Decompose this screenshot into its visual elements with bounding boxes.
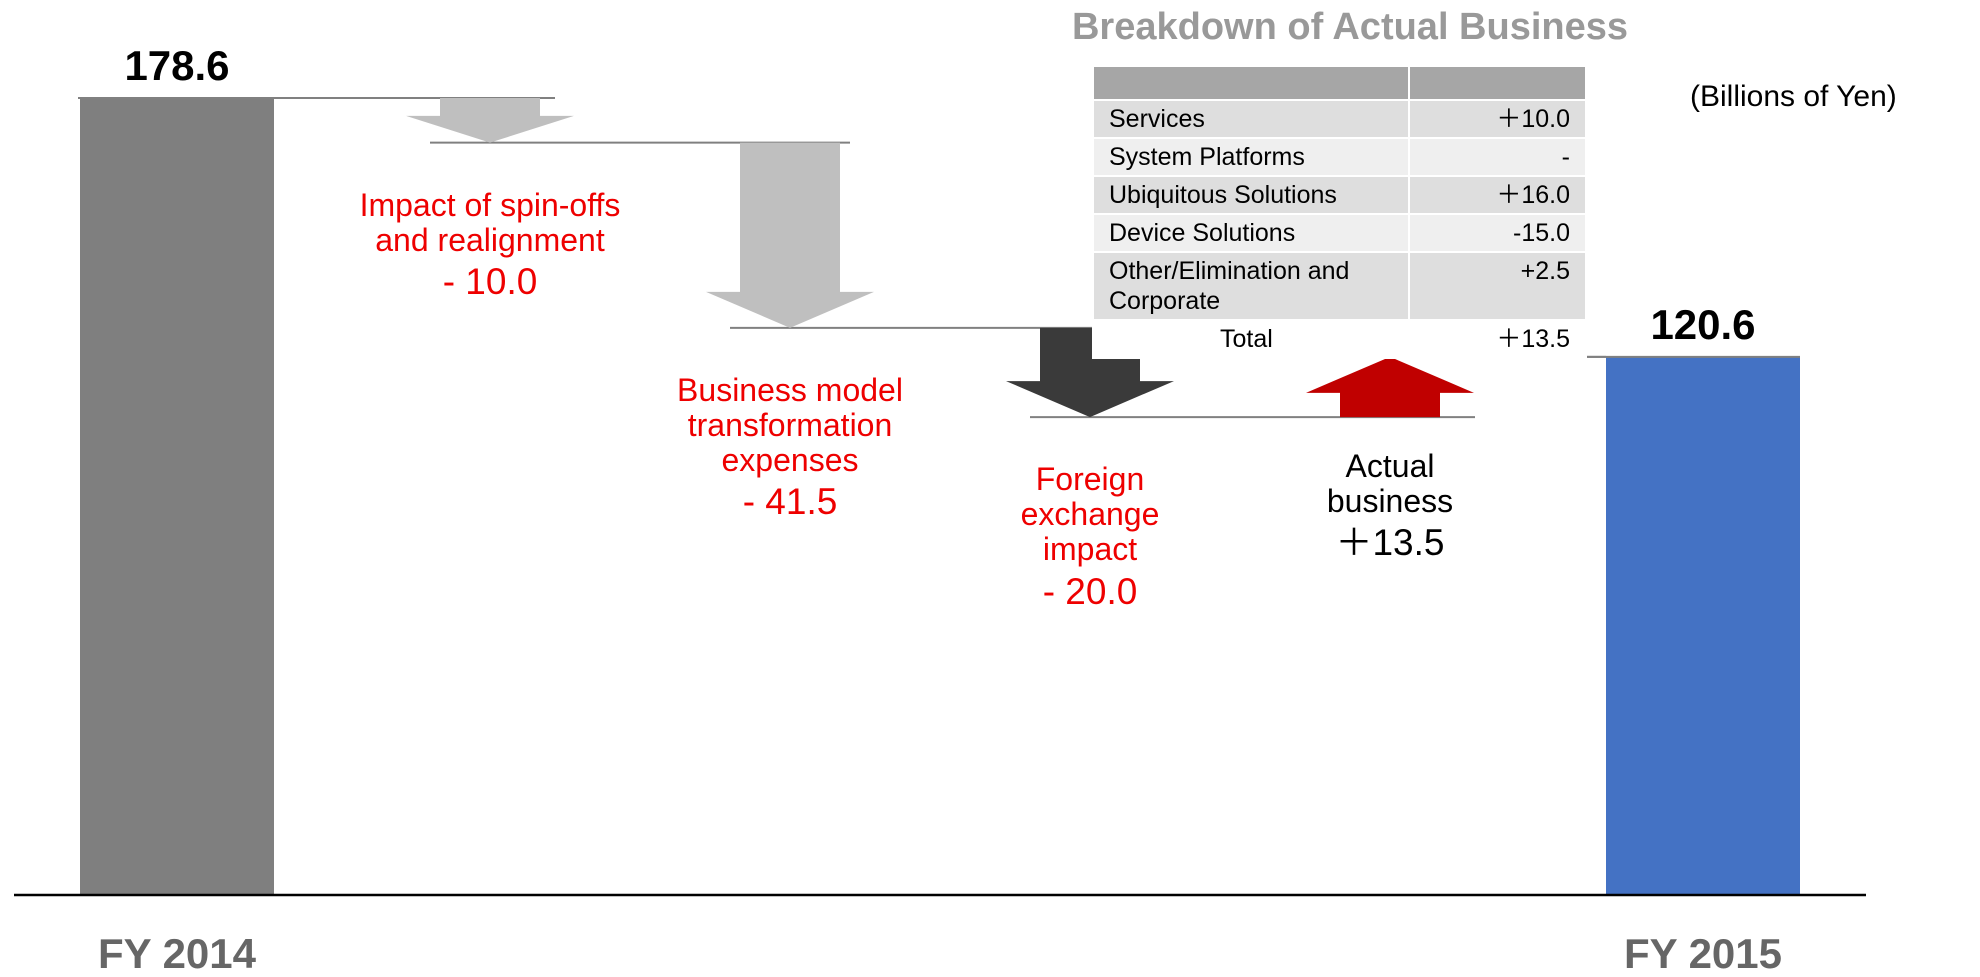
category-label: Impact of spin-offs and realignment bbox=[359, 186, 621, 258]
category-label: FY 2014 bbox=[97, 930, 256, 977]
table-cell: ＋13.5 bbox=[1408, 319, 1587, 359]
table-cell: -15.0 bbox=[1408, 213, 1587, 253]
category-label: Actual business bbox=[1326, 448, 1454, 520]
category-label: Foreign exchange impact bbox=[1020, 461, 1160, 568]
table-cell: Ubiquitous Solutions bbox=[1092, 175, 1410, 215]
table-cell: - bbox=[1408, 137, 1587, 177]
table-row: System Platforms - bbox=[1092, 137, 1587, 177]
category-label: Business model transformation expenses bbox=[677, 371, 903, 479]
value-label: - 20.0 bbox=[1042, 570, 1138, 612]
table-row: Other/Elimination and Corporate +2.5 bbox=[1092, 251, 1587, 321]
unit-label: (Billions of Yen) bbox=[1690, 80, 1897, 113]
bar-value-label: 178.6 bbox=[124, 42, 230, 89]
table-row: Total ＋13.5 bbox=[1092, 319, 1587, 359]
delta-label: Foreign exchange impact - 20.0 bbox=[940, 462, 1240, 612]
arrow bbox=[406, 98, 574, 143]
table-title: Breakdown of Actual Business bbox=[1071, 6, 1629, 48]
table-row: Ubiquitous Solutions ＋16.0 bbox=[1092, 175, 1587, 215]
table-cell: ＋16.0 bbox=[1408, 175, 1587, 215]
delta-label: Impact of spin-offs and realignment - 10.… bbox=[340, 186, 640, 303]
table-cell: Other/Elimination and Corporate bbox=[1092, 251, 1410, 321]
delta-label: Actual business ＋13.5 bbox=[1240, 448, 1540, 564]
bar-value-label: 120.6 bbox=[1650, 300, 1756, 348]
bar bbox=[80, 98, 274, 895]
table-row: Device Solutions -15.0 bbox=[1092, 213, 1587, 253]
table-cell: System Platforms bbox=[1092, 137, 1410, 177]
table-cell: ＋10.0 bbox=[1408, 99, 1587, 139]
delta-label: Business model transformation expenses - … bbox=[640, 371, 940, 523]
table-cell: +2.5 bbox=[1408, 251, 1587, 321]
value-label: - 41.5 bbox=[742, 481, 838, 523]
value-label: ＋13.5 bbox=[1335, 522, 1445, 564]
header-cell bbox=[1408, 65, 1587, 101]
bar bbox=[1606, 356, 1800, 895]
table-cell: Device Solutions bbox=[1092, 213, 1410, 253]
category-label: FY 2015 bbox=[1623, 930, 1782, 977]
arrow bbox=[1306, 356, 1474, 418]
breakdown-table: Services ＋10.0 System Platforms - Ubiquitous… bbox=[1092, 65, 1587, 359]
header-cell bbox=[1092, 65, 1410, 101]
arrow bbox=[706, 142, 874, 328]
value-label: - 10.0 bbox=[442, 260, 538, 302]
table-cell: Services bbox=[1092, 99, 1410, 139]
table-cell: Total bbox=[1092, 319, 1410, 359]
table-row: Services ＋10.0 bbox=[1092, 99, 1587, 139]
